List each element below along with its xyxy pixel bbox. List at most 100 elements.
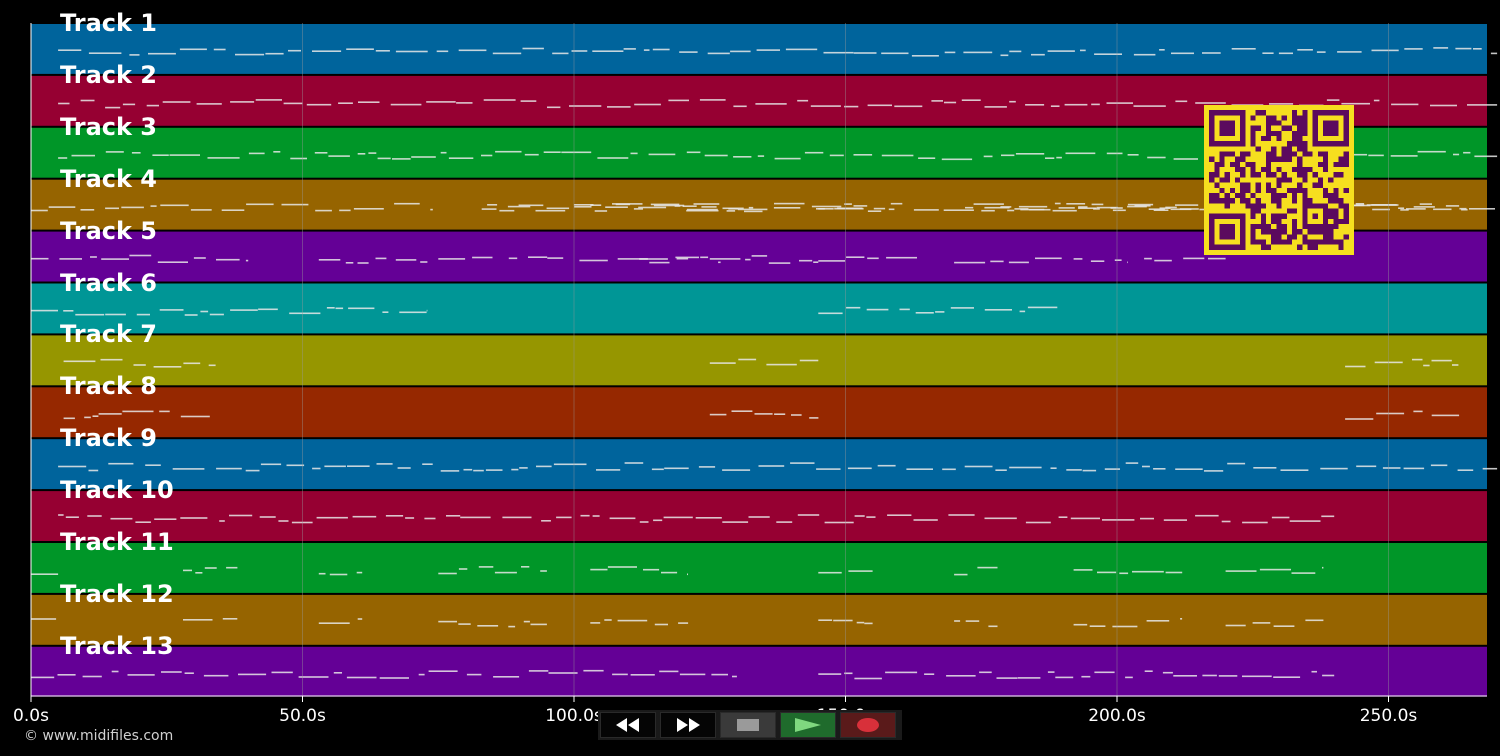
track-label: Track 8 — [60, 372, 158, 401]
note-mark — [707, 52, 730, 55]
note-mark — [1430, 464, 1448, 467]
note-mark — [259, 516, 276, 518]
note-mark — [258, 308, 278, 311]
note-mark — [1025, 521, 1051, 524]
note-mark — [357, 262, 369, 264]
note-mark — [248, 152, 265, 155]
note-mark — [108, 462, 134, 465]
note-mark — [375, 50, 390, 52]
note-mark — [499, 209, 515, 212]
fast-forward-button[interactable] — [660, 712, 716, 738]
note-mark — [122, 410, 154, 413]
note-mark — [1321, 515, 1335, 518]
note-mark — [837, 207, 863, 210]
note-mark — [1125, 462, 1139, 464]
note-mark — [733, 105, 747, 108]
note-mark — [1368, 154, 1384, 157]
record-button[interactable] — [840, 712, 896, 738]
note-mark — [745, 258, 751, 261]
note-mark — [846, 306, 861, 309]
note-mark — [426, 309, 428, 312]
note-mark — [1114, 259, 1122, 261]
note-mark — [546, 207, 570, 210]
note-mark — [230, 309, 258, 311]
fast-forward-icon — [677, 718, 700, 732]
note-mark — [654, 623, 668, 626]
note-mark — [84, 416, 91, 419]
note-mark — [278, 520, 289, 522]
note-mark — [1355, 203, 1365, 205]
note-mark — [222, 618, 238, 620]
note-mark — [686, 209, 719, 212]
note-mark — [579, 259, 608, 262]
note-mark — [208, 364, 216, 367]
note-mark — [1148, 208, 1165, 210]
note-mark — [881, 154, 914, 157]
note-mark — [1078, 207, 1097, 209]
note-mark — [643, 49, 650, 51]
note-mark — [573, 204, 594, 206]
note-mark — [105, 106, 121, 109]
note-mark — [1009, 466, 1042, 469]
note-mark — [1406, 208, 1426, 210]
play-button[interactable] — [780, 712, 836, 738]
rewind-button[interactable] — [600, 712, 656, 738]
note-mark — [756, 49, 780, 51]
note-mark — [1372, 208, 1390, 211]
note-mark — [726, 210, 736, 212]
note-mark — [1081, 675, 1091, 678]
qr-code — [1204, 105, 1354, 255]
note-mark — [1090, 260, 1105, 262]
copyright-text: © www.midifiles.com — [24, 728, 174, 744]
note-mark — [436, 50, 449, 53]
note-mark — [129, 54, 140, 56]
note-mark — [446, 515, 461, 517]
note-mark — [1070, 517, 1100, 520]
note-mark — [80, 209, 95, 211]
note-mark — [818, 571, 842, 574]
note-mark — [1175, 204, 1199, 206]
note-mark — [1202, 674, 1217, 677]
track-label: Track 11 — [60, 528, 174, 556]
note-mark — [160, 204, 189, 207]
note-mark — [541, 520, 551, 522]
note-mark — [265, 52, 284, 55]
note-mark — [1419, 203, 1432, 205]
note-mark — [418, 673, 425, 676]
note-mark — [157, 261, 188, 263]
stop-button[interactable] — [720, 712, 776, 738]
note-mark — [80, 99, 95, 102]
track-lane — [31, 387, 1487, 438]
note-mark — [1433, 47, 1449, 49]
note-mark — [1065, 152, 1096, 155]
note-mark — [456, 102, 473, 104]
note-mark — [963, 51, 993, 54]
note-mark — [547, 257, 564, 259]
note-mark — [1119, 572, 1129, 575]
note-mark — [1195, 102, 1226, 104]
note-mark — [466, 673, 482, 676]
note-mark — [357, 153, 366, 155]
note-mark — [162, 101, 191, 103]
note-mark — [1271, 516, 1290, 519]
note-mark — [204, 567, 217, 569]
note-mark — [148, 52, 176, 55]
note-mark — [71, 154, 95, 157]
note-mark — [605, 206, 628, 208]
note-mark — [918, 157, 936, 159]
note-mark — [1162, 671, 1173, 674]
note-mark — [848, 570, 873, 572]
note-mark — [1066, 469, 1082, 471]
note-mark — [867, 210, 882, 212]
note-mark — [183, 362, 201, 365]
note-mark — [1001, 154, 1015, 157]
note-mark — [312, 467, 321, 470]
note-mark — [395, 259, 417, 261]
note-mark — [722, 469, 751, 471]
note-mark — [519, 467, 528, 469]
note-mark — [136, 313, 150, 316]
note-mark — [686, 151, 701, 154]
note-mark — [379, 677, 409, 679]
note-mark — [854, 677, 882, 680]
note-mark — [675, 256, 699, 259]
